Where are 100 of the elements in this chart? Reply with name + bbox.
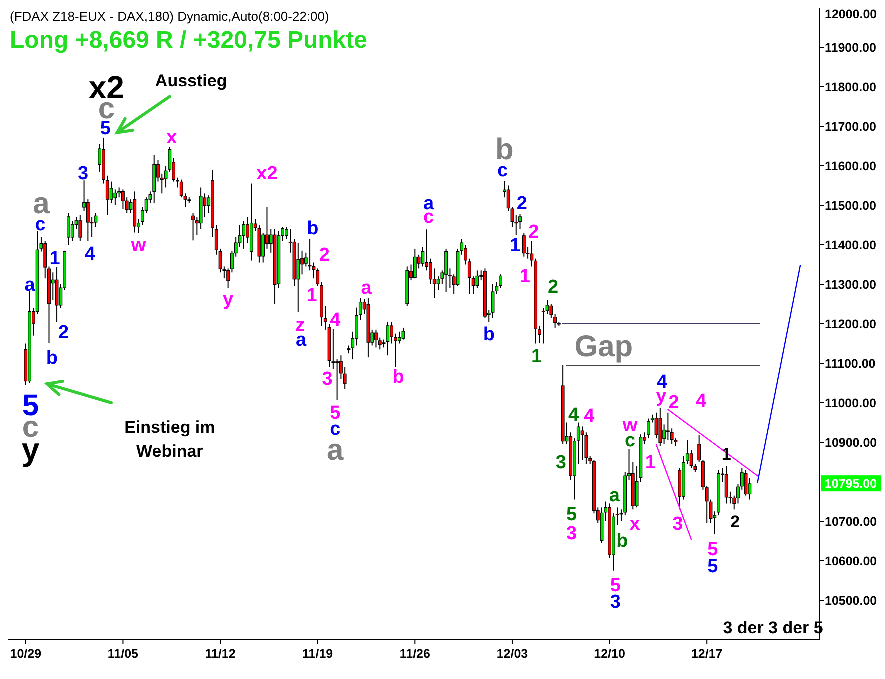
candlestick: [522, 232, 526, 258]
annotation: 1: [532, 346, 543, 368]
text: Long +8,669 R / +320,75 Punkte: [10, 27, 368, 54]
annotation: 2: [528, 222, 540, 244]
annotation: 1: [510, 235, 522, 256]
annotation: 3: [672, 514, 684, 536]
candlestick: [242, 220, 246, 250]
annotation: a: [609, 486, 620, 507]
x-tick-label: 11/26: [400, 647, 431, 661]
y-tick-label: 11400.00: [825, 238, 876, 252]
annotation: 5: [566, 504, 578, 526]
annotation: 2: [548, 277, 559, 298]
annotation: Einstieg im Webinar: [124, 418, 216, 462]
annotation: 1: [306, 286, 318, 307]
candlestick: [744, 470, 748, 496]
annotation: 3: [556, 452, 566, 474]
annotation: Gap: [574, 330, 634, 364]
candlestick: [546, 300, 550, 315]
annotation: b: [483, 324, 495, 346]
annotation: 2: [668, 392, 680, 414]
annotation: b: [46, 348, 58, 370]
candlestick: [374, 329, 378, 348]
annotation: w: [130, 235, 146, 256]
candlestick: [748, 478, 752, 500]
text: 10795.00: [824, 477, 878, 492]
candlestick: [78, 214, 82, 242]
candlestick: [421, 246, 425, 268]
annotation: 1: [645, 452, 656, 474]
y-tick-label: 10500.00: [825, 594, 878, 608]
annotation: 3: [78, 163, 89, 184]
candlestick: [724, 466, 728, 504]
annotation: 5: [100, 118, 112, 140]
y-tick-label: 11900.00: [825, 41, 876, 55]
annotation: x2: [256, 163, 278, 184]
annotation: 2: [58, 322, 70, 344]
annotation: 4: [584, 406, 596, 427]
x-tick-label: 11/05: [108, 647, 139, 661]
annotation: b: [616, 531, 628, 552]
annotation: 4: [657, 372, 668, 393]
y-tick-label: 11700.00: [825, 120, 876, 134]
candlestick: [491, 284, 495, 319]
annotation: a: [24, 275, 36, 296]
annotation: x: [166, 127, 178, 148]
candlestick: [296, 242, 300, 314]
candlestick: [336, 359, 340, 401]
y-tick-label: 11500.00: [825, 199, 876, 213]
candlestick: [580, 426, 584, 461]
y-tick-label: 11300.00: [825, 278, 876, 292]
candlestick: [550, 304, 554, 319]
x-tick-label: 12/10: [594, 647, 626, 661]
annotation: 3: [566, 524, 578, 545]
annotation: x: [630, 514, 641, 536]
y-tick-label: 10600.00: [825, 554, 878, 568]
y-tick-label: 11100.00: [825, 357, 876, 371]
x-tick-label: 12/03: [496, 647, 528, 661]
annotation: 2: [730, 512, 740, 532]
y-tick-label: 11000.00: [825, 396, 876, 410]
candlestick: [413, 248, 417, 280]
x-tick-label: 11/19: [302, 647, 334, 661]
annotation: b: [392, 367, 404, 388]
candlestick: [436, 276, 440, 291]
candlestick: [67, 212, 70, 246]
annotation: y: [223, 289, 234, 310]
candlestick: [666, 412, 670, 442]
annotation: 4: [330, 310, 342, 332]
annotation: b: [307, 218, 319, 240]
annotation: a: [361, 278, 372, 299]
annotation: 4: [568, 405, 580, 426]
y-tick-label: 12000.00: [825, 8, 878, 22]
y-tick-label: 10700.00: [825, 515, 878, 529]
candlestick: [670, 428, 674, 445]
candlestick: [378, 337, 382, 350]
candlestick: [110, 181, 114, 204]
x-tick-label: 12/17: [691, 647, 723, 661]
candlestick: [386, 322, 390, 356]
y-tick-label: 11600.00: [825, 160, 876, 174]
candlestick: [192, 212, 195, 242]
candlestick: [654, 412, 658, 440]
annotation: 2: [319, 244, 330, 266]
y-tick-label: 10900.00: [825, 436, 878, 450]
annotation: 1: [520, 266, 531, 288]
annotation: 3: [322, 369, 333, 390]
candlestick: [122, 189, 125, 210]
annotation: 4: [696, 390, 707, 412]
annotation: 4: [84, 244, 96, 265]
candlestick: [444, 248, 448, 293]
annotation: 2: [516, 194, 528, 215]
candlestick: [70, 220, 74, 242]
x-tick-label: 11/12: [205, 647, 236, 661]
candlestick: [690, 450, 694, 469]
candlestick: [402, 327, 406, 340]
x-tick-label: 10/29: [10, 647, 42, 661]
y-tick-label: 11800.00: [825, 80, 876, 94]
annotation: 3: [610, 592, 621, 613]
chart-subtitle: (FDAX Z18-EUX - DAX,180) Dynamic,Auto(8:00-22:00): [10, 9, 330, 24]
y-tick-label: 11200.00: [825, 318, 876, 332]
annotation: Ausstieg: [155, 72, 228, 91]
annotation: 5: [708, 556, 719, 578]
candlestick: [114, 189, 118, 206]
annotation: 1: [50, 248, 61, 270]
